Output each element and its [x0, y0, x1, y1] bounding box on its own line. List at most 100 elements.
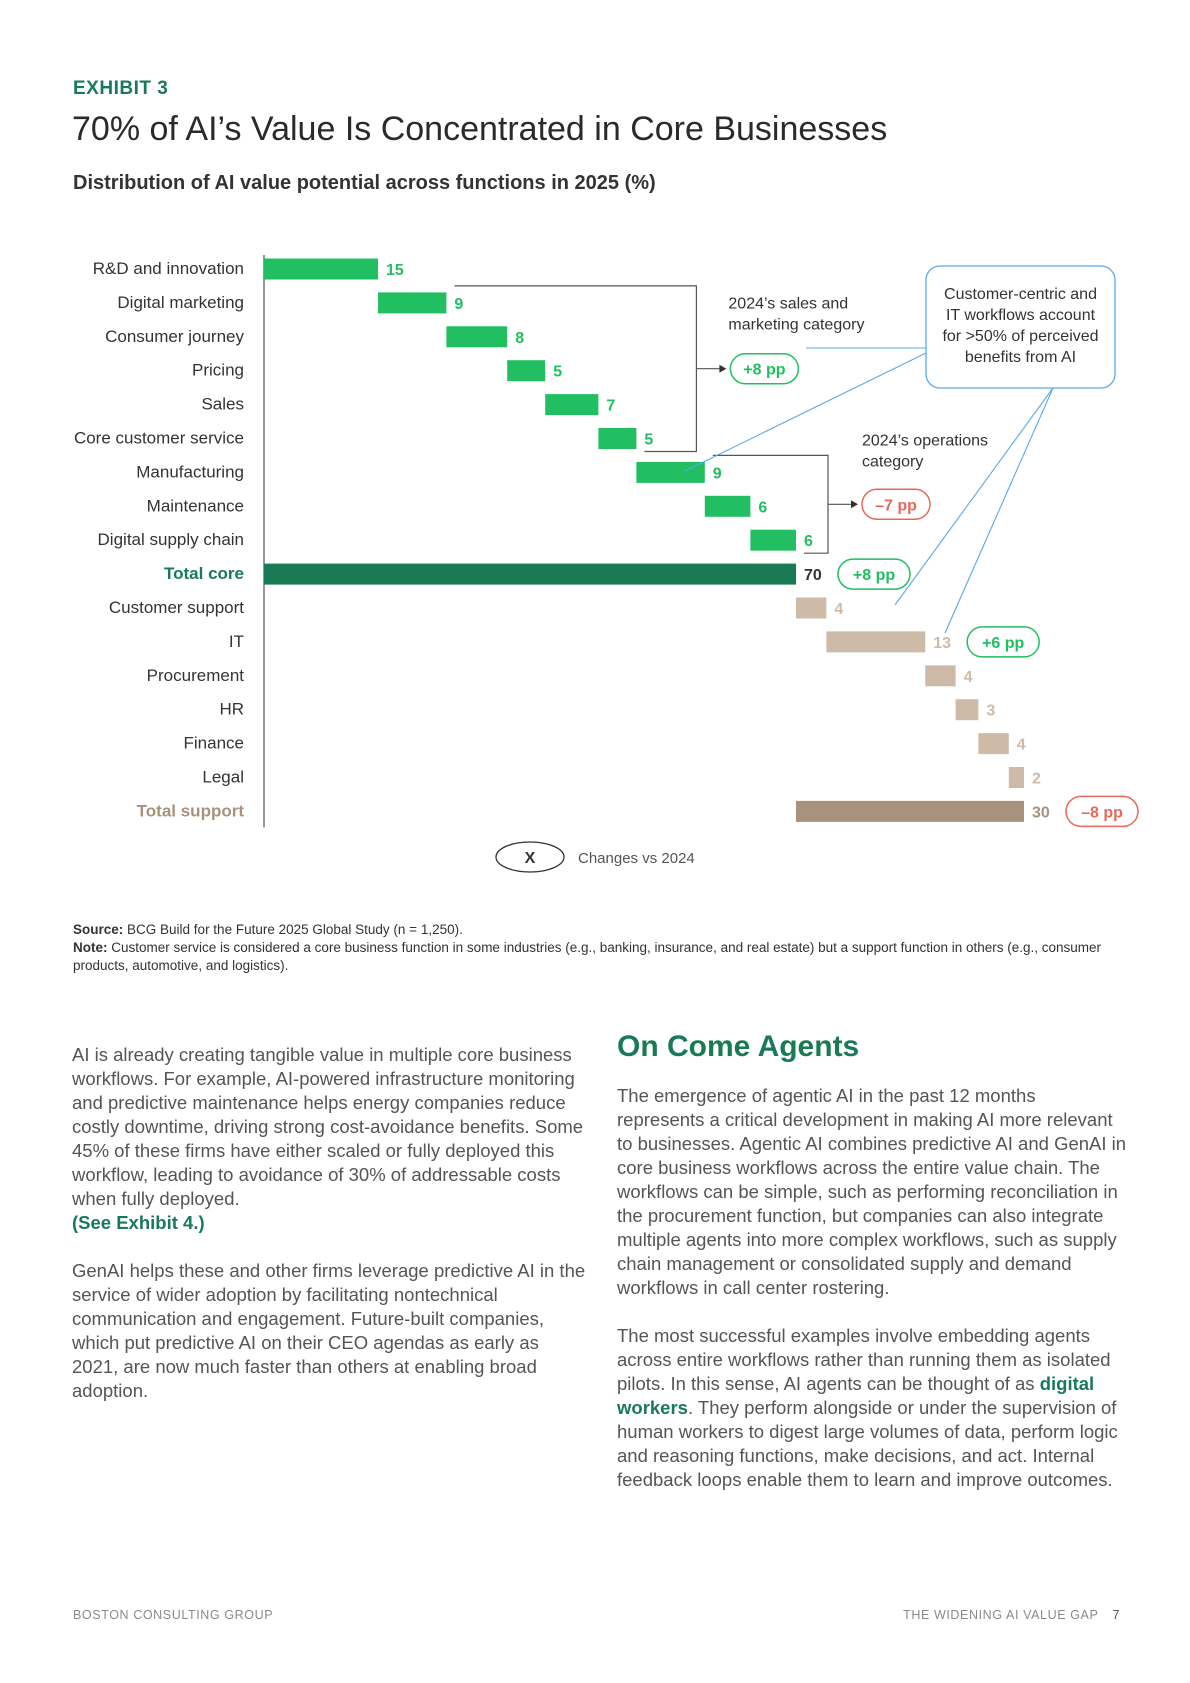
change-pill-total-support-border	[1065, 795, 1139, 828]
footer-publisher: BOSTON CONSULTING GROUP	[73, 1608, 274, 1622]
bar-total-core	[264, 563, 796, 585]
right-paragraph-2: The most successful examples involve emb…	[617, 1324, 1127, 1492]
bracket-label-1-line-1: 2024’s sales and	[728, 296, 848, 313]
source-text: BCG Build for the Future 2025 Global Stu…	[127, 922, 463, 937]
value-label-core-customer-service: 5	[644, 432, 653, 449]
bracket-label-2-line-2: category	[862, 453, 923, 470]
bar-r-d-and-innovation	[264, 258, 378, 280]
right-paragraph-2-text-a: The most successful examples involve emb…	[617, 1325, 1111, 1394]
bar-customer-support	[796, 597, 827, 619]
source-label: Source:	[73, 922, 124, 937]
body-left-column: AI is already creating tangible value in…	[72, 1043, 587, 1427]
bar-total-support	[796, 800, 1024, 822]
bar-procurement	[925, 665, 956, 687]
category-label-consumer-journey: Consumer journey	[105, 327, 244, 346]
callout-text-line-3: for >50% of perceived	[942, 328, 1098, 345]
bar-maintenance	[704, 495, 751, 517]
value-label-hr: 3	[986, 703, 995, 720]
category-label-sales: Sales	[201, 395, 244, 414]
chart-subtitle: Distribution of AI value potential acros…	[73, 172, 656, 195]
category-label-total-support: Total support	[137, 801, 245, 820]
left-paragraph-1-text: AI is already creating tangible value in…	[72, 1044, 584, 1209]
bracket-1	[454, 285, 698, 453]
change-pill-it: +6 pp	[982, 635, 1024, 652]
bar-hr	[955, 699, 979, 721]
value-label-total-support: 30	[1032, 804, 1050, 821]
category-label-legal: Legal	[202, 768, 244, 787]
bracket-change-pill-2: –7 pp	[875, 497, 917, 514]
left-paragraph-1: AI is already creating tangible value in…	[72, 1043, 587, 1235]
source-line: Source: BCG Build for the Future 2025 Gl…	[73, 921, 1113, 939]
callout-box	[925, 265, 1116, 389]
bar-core-customer-service	[598, 428, 637, 449]
section-heading: On Come Agents	[617, 1030, 860, 1063]
category-label-pricing: Pricing	[192, 361, 244, 380]
legend-symbol	[495, 841, 565, 873]
footer-report: THE WIDENING AI VALUE GAP 7	[903, 1608, 1120, 1622]
body-right-column: On Come Agents The emergence of agentic …	[617, 1030, 1127, 1516]
bar-finance	[978, 733, 1009, 755]
legend-symbol-text: X	[525, 850, 536, 867]
callout-connector-4	[944, 387, 1054, 634]
bracket-arrow-head-2	[851, 500, 858, 509]
value-label-customer-support: 4	[834, 601, 843, 618]
value-label-finance: 4	[1017, 737, 1026, 754]
callout-text-line-2: IT workflows account	[946, 307, 1096, 324]
category-label-core-customer-service: Core customer service	[74, 429, 244, 448]
callout-text-line-4: benefits from AI	[965, 349, 1076, 366]
value-label-sales: 7	[606, 398, 615, 415]
category-label-digital-supply-chain: Digital supply chain	[98, 530, 244, 549]
category-label-digital-marketing: Digital marketing	[117, 293, 244, 312]
page-number: 7	[1112, 1608, 1120, 1622]
bar-pricing	[507, 360, 546, 382]
value-label-r-d-and-innovation: 15	[386, 262, 404, 279]
change-pill-total-core: +8 pp	[853, 567, 895, 584]
subtitle-text: Distribution of AI value potential acros…	[73, 172, 620, 194]
bracket-change-pill-1: +8 pp	[743, 362, 785, 379]
bracket-arrow-head-1	[719, 364, 727, 373]
right-paragraph-1: The emergence of agentic AI in the past …	[617, 1085, 1127, 1298]
callout-connector-2	[684, 352, 927, 472]
bar-digital-supply-chain	[750, 529, 796, 551]
bracket-change-pill-2-border	[861, 488, 931, 521]
note-text: Customer service is considered a core bu…	[73, 940, 1102, 973]
category-label-manufacturing: Manufacturing	[136, 462, 244, 481]
value-label-legal: 2	[1032, 771, 1041, 788]
footer-report-title: THE WIDENING AI VALUE GAP	[903, 1608, 1099, 1622]
category-label-total-core: Total core	[164, 564, 244, 583]
bar-manufacturing	[636, 461, 705, 483]
change-pill-total-support: –8 pp	[1081, 804, 1123, 821]
waterfall-chart: R&D and innovation 15 Digital marketing 9 Co…	[74, 255, 1139, 873]
bracket-label-2-line-1: 2024’s operations	[862, 432, 988, 449]
chart-notes: Source: BCG Build for the Future 2025 Gl…	[73, 921, 1113, 975]
value-label-it: 13	[933, 635, 951, 652]
see-exhibit-4-link[interactable]: (See Exhibit 4.)	[72, 1212, 205, 1233]
bracket-change-pill-1-border	[729, 352, 800, 385]
value-label-manufacturing: 9	[713, 465, 722, 482]
bar-it	[826, 631, 926, 653]
note-line: Note: Customer service is considered a c…	[73, 939, 1113, 975]
category-label-procurement: Procurement	[147, 666, 245, 685]
category-label-customer-support: Customer support	[109, 598, 244, 617]
callout-connector-3	[894, 387, 1054, 606]
value-label-digital-marketing: 9	[454, 296, 463, 313]
right-paragraph-2-text-b: . They perform alongside or under the su…	[617, 1397, 1118, 1490]
value-label-digital-supply-chain: 6	[804, 533, 813, 550]
bar-sales	[545, 394, 599, 416]
category-label-it: IT	[229, 632, 244, 651]
value-label-procurement: 4	[964, 669, 973, 686]
change-pill-it-border	[966, 626, 1040, 658]
change-pill-total-core-border	[837, 558, 911, 590]
subtitle-unit: (%)	[624, 172, 656, 194]
digital-workers-highlight: digital workers	[617, 1373, 1095, 1418]
value-label-pricing: 5	[553, 364, 562, 381]
note-label: Note:	[73, 940, 108, 955]
left-paragraph-2: GenAI helps these and other firms levera…	[72, 1260, 586, 1401]
category-label-finance: Finance	[184, 734, 244, 753]
value-label-consumer-journey: 8	[515, 330, 524, 347]
category-label-hr: HR	[219, 700, 244, 719]
category-label-maintenance: Maintenance	[147, 496, 244, 515]
value-label-maintenance: 6	[758, 499, 767, 516]
bracket-label-1-line-2: marketing category	[728, 317, 864, 334]
bar-consumer-journey	[446, 326, 508, 348]
